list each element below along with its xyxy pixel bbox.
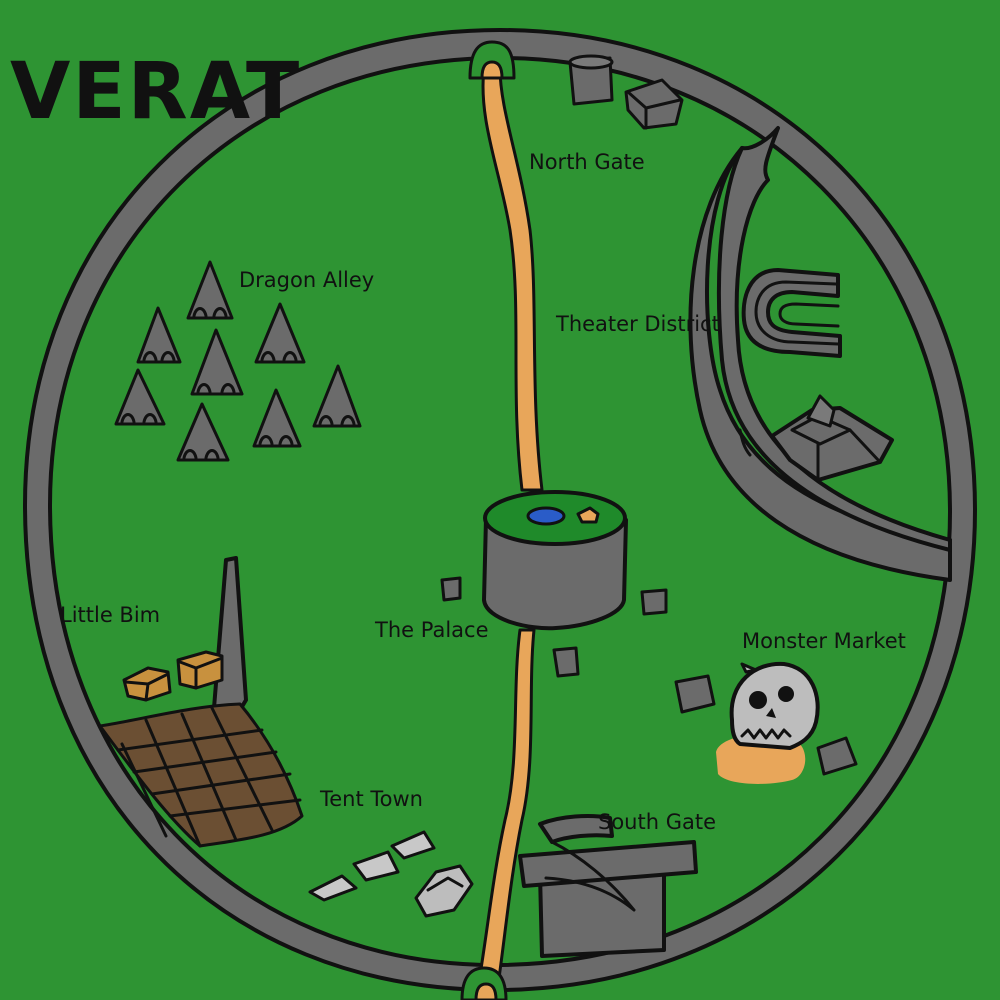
spire-icon bbox=[114, 368, 166, 426]
north-east-buildings-icon bbox=[568, 54, 684, 130]
label-north-gate: North Gate bbox=[529, 150, 645, 174]
theater-stage-icon bbox=[770, 394, 894, 482]
rock-icon bbox=[414, 864, 474, 918]
spire-icon bbox=[312, 364, 362, 428]
tent-icon bbox=[308, 874, 358, 902]
label-dragon-alley: Dragon Alley bbox=[239, 268, 374, 292]
theater-amphitheater-icon bbox=[741, 268, 842, 358]
small-building-icon bbox=[640, 588, 668, 616]
palace-small-buildings bbox=[440, 576, 668, 678]
dragon-alley-spires bbox=[114, 260, 362, 462]
label-the-palace: The Palace bbox=[374, 618, 489, 642]
label-tent-town: Tent Town bbox=[319, 787, 423, 811]
spire-icon bbox=[190, 328, 244, 396]
spire-icon bbox=[176, 402, 230, 462]
crate-icon bbox=[816, 736, 858, 776]
spire-icon bbox=[254, 302, 306, 364]
crate-icon bbox=[674, 674, 716, 714]
map-title: VERAT bbox=[10, 47, 301, 137]
south-wall-arch-icon bbox=[460, 966, 508, 1000]
tent-town-tents bbox=[308, 830, 474, 918]
little-bim-crates-icon bbox=[122, 650, 224, 702]
label-monster-market: Monster Market bbox=[742, 629, 906, 653]
label-south-gate: South Gate bbox=[598, 810, 716, 834]
monster-market-skull-icon bbox=[716, 661, 820, 784]
spire-icon bbox=[252, 388, 302, 448]
small-building-icon bbox=[552, 646, 580, 678]
small-building-icon bbox=[440, 576, 462, 602]
north-road bbox=[481, 66, 544, 492]
monster-market-crates bbox=[674, 674, 858, 776]
palace-icon bbox=[482, 490, 628, 631]
spire-icon bbox=[136, 306, 182, 364]
south-gate-structure-icon bbox=[518, 814, 698, 958]
tent-icon bbox=[390, 830, 436, 860]
label-theater-district: Theater District bbox=[555, 312, 720, 336]
label-little-bim: Little Bim bbox=[60, 603, 160, 627]
north-gate-icon bbox=[468, 40, 516, 80]
south-road bbox=[474, 628, 536, 1000]
spire-icon bbox=[186, 260, 234, 320]
farmland-icon bbox=[98, 702, 304, 848]
palace-pond-icon bbox=[526, 506, 566, 526]
tent-icon bbox=[352, 850, 400, 882]
